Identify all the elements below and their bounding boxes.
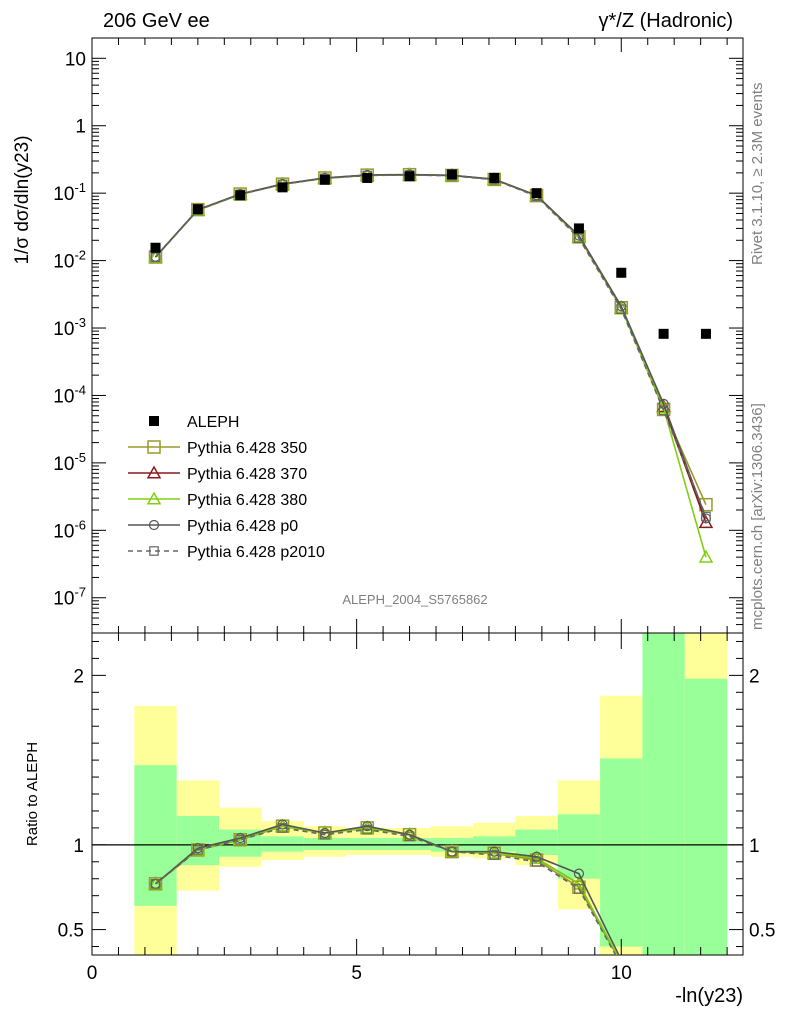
mc-point-marker (147, 440, 161, 454)
y-tick-label: 10-6 (53, 517, 86, 542)
band-inner-bin (176, 816, 220, 866)
header-right-label: γ*/Z (Hadronic) (599, 10, 733, 32)
mc-point-marker (193, 845, 203, 855)
legend-label-data: ALEPH (187, 414, 239, 431)
y-tick-label: 10-3 (53, 315, 86, 340)
band-inner-bin (684, 678, 728, 955)
mc-point-marker (698, 549, 714, 563)
data-point-marker (446, 169, 457, 180)
mc-point-marker (146, 465, 162, 479)
mc-point-marker (531, 856, 542, 867)
ratio-plot-area (148, 818, 620, 955)
mc-point-marker (701, 511, 711, 522)
mc-point-marker (148, 519, 160, 531)
ratio-y-tick-label: 1 (73, 836, 84, 857)
mc-point-marker (447, 846, 457, 857)
data-point-marker (319, 174, 330, 185)
band-inner-bin (261, 836, 304, 852)
y-tick-label: 10-4 (53, 382, 86, 407)
mc-point-marker (571, 229, 587, 243)
y-tick-label: 1 (75, 117, 86, 138)
main-plot-area (148, 167, 714, 563)
band-inner-bin (600, 758, 643, 947)
mc-point-marker (277, 823, 288, 833)
ratio-y-tick-label: 2 (73, 666, 84, 687)
mc-point-marker (616, 304, 627, 315)
legend-label-p2010: Pythia 6.428 p2010 (187, 544, 325, 561)
data-point-marker (700, 328, 711, 339)
y-tick-label: 10-1 (53, 180, 86, 205)
ratio-y-tick-label-right: 0.5 (749, 921, 775, 942)
ratio-y-tick-label: 0.5 (58, 921, 84, 942)
mc-point-marker (574, 233, 584, 243)
band-inner-bin (346, 838, 389, 850)
data-point-marker (362, 172, 373, 183)
mc-point-marker (362, 824, 373, 835)
data-point-marker (404, 171, 415, 182)
legend-label-p380: Pythia 6.428 380 (187, 492, 307, 509)
mc-point-marker (574, 884, 584, 894)
legend-label-p350: Pythia 6.428 350 (187, 440, 307, 457)
x-tick-label: 5 (351, 963, 362, 984)
mcplots-label: mcplots.cern.ch [arXiv:1306.3436] (749, 403, 766, 630)
ratio-axes: 2 21 10.5 0.50 5 10 (58, 632, 775, 984)
data-point-marker (277, 182, 288, 193)
data-point-marker (150, 242, 161, 253)
data-point-marker (235, 190, 246, 201)
y-tick-label: 10-7 (53, 585, 86, 610)
band-inner-bin (303, 838, 347, 850)
mc-point-marker (150, 879, 161, 889)
data-point-marker (616, 267, 627, 278)
main-axes: 10 1 10-1 10-2 10-3 10-4 10-5 10-6 10-7 (53, 37, 744, 634)
mc-point-marker (146, 491, 162, 505)
ratio-y-tick-label-right: 1 (749, 836, 760, 857)
data-point-marker (149, 416, 159, 426)
data-point-marker (192, 204, 203, 215)
mc-point-marker (404, 831, 415, 842)
y-tick-label: 10 (65, 49, 86, 70)
legend-label-p0: Pythia 6.428 p0 (187, 518, 298, 535)
y-tick-label: 10-5 (53, 450, 86, 475)
band-inner-bin (642, 633, 685, 955)
band-inner-bin (473, 836, 516, 852)
data-point-marker (658, 328, 669, 339)
data-point-marker (489, 172, 500, 183)
analysis-id-label: ALEPH_2004_S5765862 (342, 592, 487, 607)
mc-point-marker (149, 546, 159, 556)
ratio-uncertainty-bands (134, 633, 728, 955)
data-point-marker (573, 223, 584, 234)
ratio-y-axis-label: Ratio to ALEPH (24, 742, 41, 846)
main-y-axis-label: 1/σ dσ/dln(y23) (12, 135, 33, 264)
ratio-line-p2010 (155, 827, 617, 955)
band-inner-bin (515, 829, 558, 856)
rivet-version-label: Rivet 3.1.10, ≥ 2.3M events (749, 83, 766, 266)
header-left-label: 206 GeV ee (103, 10, 210, 32)
band-inner-bin (134, 765, 177, 906)
mc-point-marker (613, 300, 629, 314)
ratio-y-tick-label-right: 2 (749, 666, 760, 687)
x-tick-label: 10 (611, 963, 632, 984)
main-series-group (148, 167, 714, 563)
mc-point-marker (320, 829, 330, 840)
mc-point-marker (658, 405, 669, 416)
x-tick-label: 0 (87, 963, 98, 984)
data-point-marker (531, 188, 542, 199)
legend-label-p370: Pythia 6.428 370 (187, 466, 307, 483)
ratio-series-group (148, 818, 620, 955)
mc-point-marker (573, 868, 585, 879)
y-tick-label: 10-2 (53, 248, 86, 273)
mc-point-marker (235, 834, 245, 845)
mc-point-marker (150, 252, 161, 263)
x-axis-label: -ln(y23) (675, 985, 743, 1007)
main-y-axis-label-text: 1/σ dσ/dln(y23) (12, 135, 33, 264)
legend: ALEPH Pythia 6.428 350 Pythia 6.428 370 Pyt… (128, 414, 325, 561)
band-inner-bin (388, 838, 431, 850)
series-line-p2010 (154, 174, 707, 517)
mc-point-marker (489, 850, 500, 860)
